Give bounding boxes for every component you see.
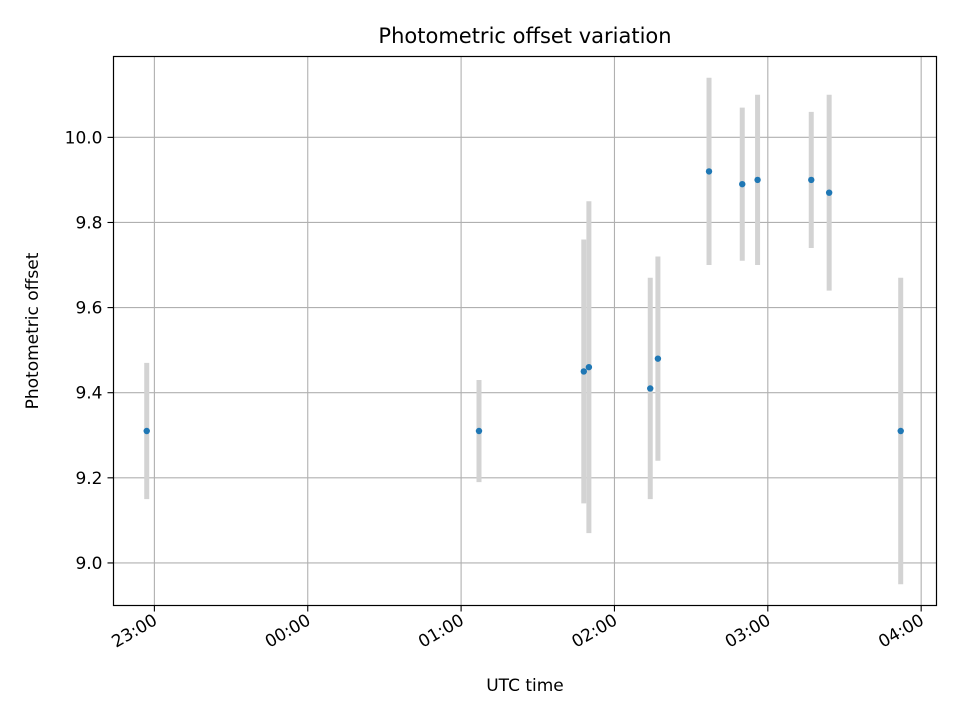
data-point xyxy=(475,427,483,435)
y-tick-label: 10.0 xyxy=(65,128,103,148)
y-axis-ticks: 9.0 9.2 9.4 9.6 9.8 10.0 xyxy=(65,128,114,574)
y-axis-label: Photometric offset xyxy=(23,252,43,409)
data-point xyxy=(808,176,815,184)
data-point xyxy=(825,189,833,196)
data-point xyxy=(705,168,713,175)
y-tick-label: 9.8 xyxy=(75,213,102,233)
data-point xyxy=(754,176,761,184)
grid xyxy=(113,56,937,606)
data-points xyxy=(143,168,904,435)
data-point xyxy=(897,427,904,435)
plot-frame xyxy=(112,55,938,607)
chart-title: Photometric offset variation xyxy=(378,24,671,48)
y-tick-label: 9.0 xyxy=(75,554,102,574)
y-tick-label: 9.6 xyxy=(75,299,102,319)
y-tick-label: 9.4 xyxy=(75,384,102,404)
data-point xyxy=(654,355,662,362)
data-point xyxy=(143,427,150,435)
data-point xyxy=(647,385,654,392)
data-point xyxy=(739,180,746,188)
x-axis-label: UTC time xyxy=(486,676,564,696)
y-tick-label: 9.2 xyxy=(75,469,102,489)
data-point xyxy=(580,368,587,375)
data-point xyxy=(585,363,593,371)
